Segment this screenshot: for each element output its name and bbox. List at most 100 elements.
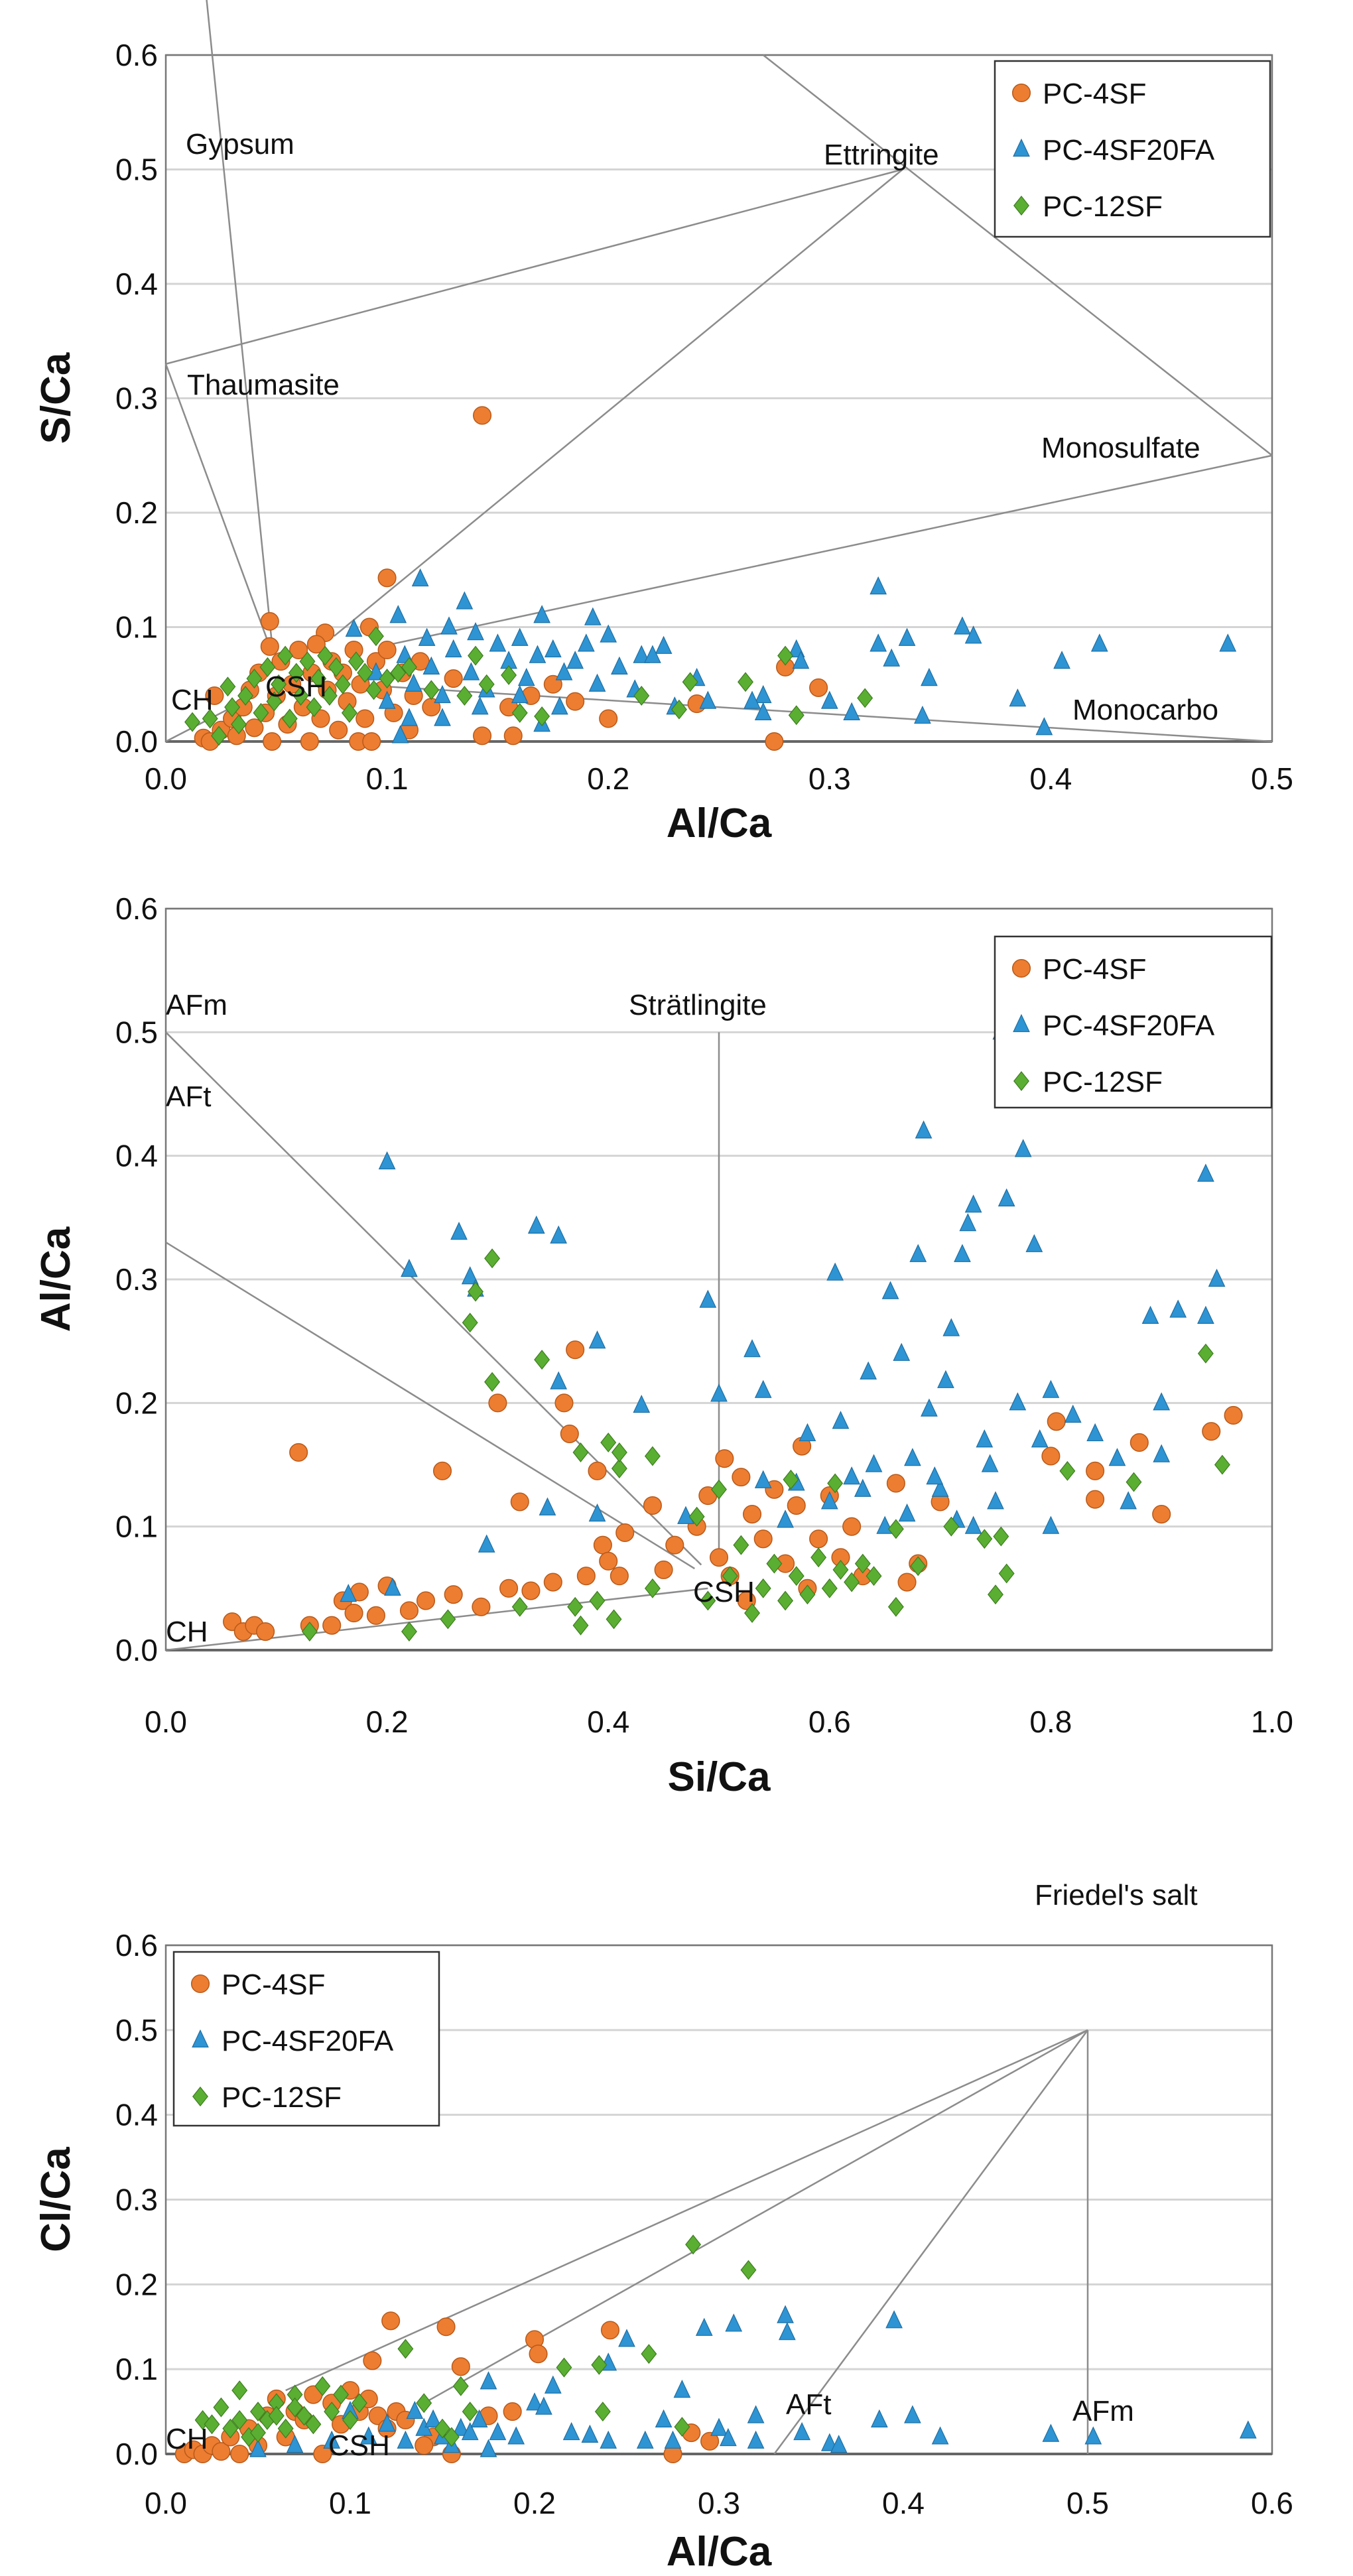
data-point xyxy=(534,1350,550,1370)
y-axis-title: S/Ca xyxy=(33,352,79,444)
x-tick-label: 1.0 xyxy=(1251,1705,1293,1739)
legend-label: PC-12SF xyxy=(1043,190,1163,223)
data-point xyxy=(306,697,322,718)
legend: PC-4SF PC-4SF20FA PC-12SF xyxy=(172,1951,440,2127)
data-point xyxy=(204,2414,220,2435)
data-point xyxy=(501,665,517,685)
data-point xyxy=(231,2410,248,2430)
data-point xyxy=(560,1424,579,1443)
data-point xyxy=(263,732,282,751)
data-point xyxy=(452,2376,469,2396)
data-point xyxy=(231,2380,248,2401)
data-point xyxy=(511,627,529,646)
data-point xyxy=(682,672,698,692)
data-point xyxy=(787,1496,806,1515)
data-point xyxy=(1152,1504,1171,1524)
data-point xyxy=(871,2409,888,2427)
data-point xyxy=(1047,1412,1066,1431)
data-point xyxy=(904,1448,921,1466)
data-point xyxy=(287,2397,303,2417)
x-tick-label: 0.4 xyxy=(882,2486,925,2520)
y-tick-label: 0.6 xyxy=(115,1928,158,1963)
series-pc-4sf20fa xyxy=(345,568,1237,743)
data-point xyxy=(799,1423,816,1442)
data-point xyxy=(566,651,584,669)
y-tick-label: 0.2 xyxy=(115,2267,158,2301)
data-point xyxy=(893,1342,911,1361)
data-point xyxy=(820,690,838,709)
data-point xyxy=(566,692,585,711)
legend-marker xyxy=(1013,138,1030,157)
data-point xyxy=(470,2409,488,2427)
legend-marker xyxy=(1013,196,1029,216)
data-point xyxy=(754,1470,772,1488)
data-point xyxy=(359,2426,377,2445)
data-point xyxy=(539,1497,556,1515)
data-point xyxy=(249,2439,267,2457)
series-pc-4sf xyxy=(223,1340,1243,1642)
data-point xyxy=(615,1523,635,1543)
y-tick-label: 0.1 xyxy=(115,1510,158,1544)
phase-label: AFt xyxy=(166,1080,211,1113)
data-point xyxy=(943,1516,960,1537)
data-point xyxy=(865,1454,883,1472)
data-point xyxy=(222,2418,239,2439)
data-point xyxy=(397,2339,414,2359)
legend-marker xyxy=(190,1974,210,1994)
data-point xyxy=(897,1573,917,1592)
phase-label: AFm xyxy=(166,989,227,1021)
x-tick-label: 0.4 xyxy=(1029,761,1072,796)
data-point xyxy=(462,662,480,680)
y-tick-label: 0.6 xyxy=(115,38,158,72)
data-point xyxy=(357,663,373,683)
data-point xyxy=(738,672,754,692)
data-point xyxy=(472,1597,491,1616)
data-point xyxy=(424,2409,442,2427)
data-point xyxy=(478,674,495,694)
data-point xyxy=(870,576,887,595)
data-point xyxy=(600,2321,620,2340)
data-point xyxy=(576,1567,596,1586)
phase-tie-line xyxy=(285,2029,1088,2392)
data-point xyxy=(213,2397,229,2417)
data-point xyxy=(599,709,618,728)
data-point xyxy=(543,1573,562,1592)
data-point xyxy=(416,1591,436,1610)
data-point xyxy=(401,657,417,677)
legend-label: PC-4SF xyxy=(1043,78,1146,110)
data-point xyxy=(478,1534,495,1553)
data-point xyxy=(732,1468,751,1487)
x-tick-label: 0.6 xyxy=(808,1705,851,1739)
phase-label: CSH xyxy=(265,671,327,703)
data-point xyxy=(351,2393,367,2414)
data-point xyxy=(202,708,218,729)
data-point xyxy=(866,1566,882,1586)
data-point xyxy=(755,1578,771,1598)
data-point xyxy=(1041,1447,1061,1466)
x-tick-label: 0.8 xyxy=(1029,1705,1072,1739)
data-point xyxy=(534,706,550,727)
data-point xyxy=(954,1244,971,1262)
data-point xyxy=(633,1394,651,1413)
data-point xyxy=(937,1370,954,1388)
data-point xyxy=(926,1466,944,1485)
data-point xyxy=(887,1596,904,1617)
data-point xyxy=(1009,1392,1027,1411)
legend-label: PC-4SF xyxy=(1043,953,1146,986)
data-point xyxy=(342,2410,358,2430)
data-point xyxy=(324,2402,340,2422)
data-point xyxy=(777,1510,794,1528)
data-point xyxy=(322,1616,342,1635)
data-point xyxy=(432,1461,452,1480)
x-axis-title: Al/Ca xyxy=(667,2529,772,2575)
data-point xyxy=(205,686,224,706)
data-point xyxy=(378,1151,396,1170)
data-point xyxy=(665,1535,684,1555)
data-point xyxy=(633,645,651,663)
phase-tie-line xyxy=(773,2029,1089,2455)
x-tick-label: 0.2 xyxy=(587,761,629,796)
data-point xyxy=(488,1393,507,1413)
data-point xyxy=(742,1504,762,1524)
data-point xyxy=(832,1559,849,1580)
